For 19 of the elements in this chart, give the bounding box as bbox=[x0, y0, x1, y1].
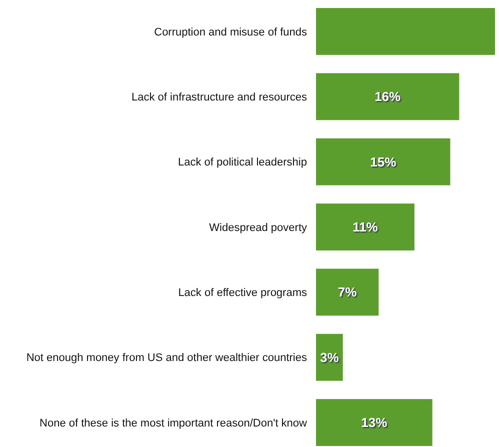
data-label: 7% bbox=[338, 284, 358, 300]
y-tick-label: None of these is the most important reason/Don't know bbox=[40, 417, 308, 430]
bar bbox=[316, 8, 495, 55]
bar bbox=[316, 138, 450, 186]
y-tick-label: Widespread poverty bbox=[209, 222, 308, 234]
y-tick-label: Lack of effective programs bbox=[178, 287, 308, 300]
bar bbox=[316, 204, 414, 250]
y-tick-label: Not enough money from US and other wealthier countries bbox=[26, 352, 308, 364]
bar bbox=[316, 73, 460, 120]
data-label: 16% bbox=[374, 89, 402, 104]
data-label: 15% bbox=[370, 154, 397, 170]
data-label: 13% bbox=[361, 415, 388, 430]
data-label: 3% bbox=[320, 350, 340, 365]
y-tick-label: Lack of infrastructure and resources bbox=[132, 91, 308, 104]
y-tick-label: Lack of political leadership bbox=[178, 156, 307, 169]
data-label: 11% bbox=[352, 220, 378, 235]
y-tick-label: Corruption and misuse of funds bbox=[154, 26, 308, 38]
bar bbox=[316, 268, 379, 316]
bar bbox=[316, 399, 432, 446]
